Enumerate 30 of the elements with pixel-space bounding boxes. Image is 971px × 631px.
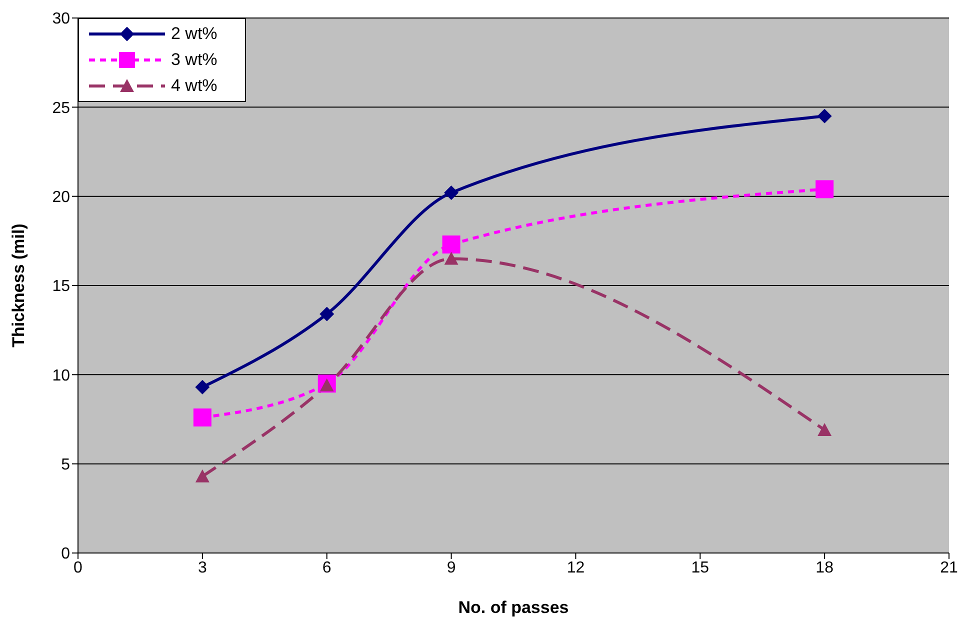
y-tick-label: 20 (52, 189, 70, 206)
y-tick-label: 30 (52, 10, 70, 28)
legend-label: 2 wt% (171, 24, 218, 44)
y-axis-title: Thickness (mil) (9, 224, 28, 348)
legend-label: 3 wt% (171, 50, 218, 70)
x-tick-label: 15 (691, 559, 710, 576)
point (444, 252, 458, 265)
x-axis-title: No. of passes (458, 598, 569, 617)
y-tick-label: 0 (61, 546, 70, 563)
point (444, 186, 459, 200)
point (195, 380, 210, 394)
y-tick-label: 5 (61, 456, 70, 474)
point (817, 108, 832, 124)
x-tick-label: 12 (566, 559, 585, 576)
x-tick-label: 21 (940, 559, 958, 576)
x-tick-label: 3 (198, 559, 207, 576)
point (195, 469, 210, 482)
x-tick-label: 9 (446, 559, 456, 576)
y-tick-label: 25 (52, 100, 70, 117)
x-tick-label: 6 (322, 559, 332, 576)
x-tick-label: 0 (74, 559, 83, 576)
point (193, 408, 212, 426)
y-tick-label: 15 (52, 278, 70, 296)
point (442, 235, 460, 254)
x-tick-label: 18 (816, 559, 834, 576)
point (816, 180, 834, 198)
y-tick-label: 10 (52, 367, 70, 384)
point (818, 422, 832, 436)
legend-label: 4 wt% (171, 76, 218, 96)
point (320, 306, 334, 322)
